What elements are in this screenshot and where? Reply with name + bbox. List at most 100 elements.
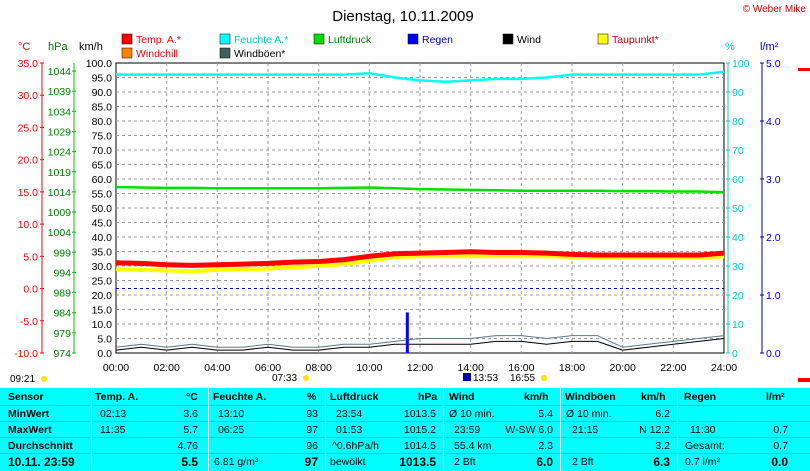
tick-label-celsius: 25.0 xyxy=(18,122,39,134)
row-max-temp-value: 5.7 xyxy=(183,424,198,436)
tick-label-kmh: 90.0 xyxy=(92,87,113,99)
row-current-press-value: 1013.5 xyxy=(399,455,436,469)
row-avg-press-value: 1014.5 xyxy=(403,440,436,452)
tick-label-hpa: 1009 xyxy=(48,207,72,219)
legend-swatch xyxy=(121,47,133,59)
tick-label-rain: 3.0 xyxy=(766,174,781,186)
tick-label-kmh: 75.0 xyxy=(92,131,113,143)
row-max-wind-value: W-SW 6.0 xyxy=(505,424,553,436)
tick-label-x: 04:00 xyxy=(204,362,230,374)
tick-label-kmh: 30.0 xyxy=(92,261,113,273)
row-min-gust-time: Ø 10 min. xyxy=(566,408,612,420)
tick-label-hpa: 974 xyxy=(53,348,71,360)
tick-label-celsius: 35.0 xyxy=(18,58,39,70)
legend-swatch xyxy=(219,33,231,45)
row-avg-rain-value: 0.7 xyxy=(773,440,788,452)
row-current-gust-bft: 2 Bft xyxy=(572,456,594,468)
tick-label-kmh: 10.0 xyxy=(92,319,113,331)
row-max-temp-time: 11:35 xyxy=(100,424,126,436)
tick-label-rain: 1.0 xyxy=(766,290,781,302)
tick-label-kmh: 55.0 xyxy=(92,189,113,201)
moon-set-time: 13:53 xyxy=(473,373,498,384)
row-avg-rain-label: Gesamt: xyxy=(685,440,725,452)
tick-label-x: 24:00 xyxy=(711,362,737,374)
tick-label-x: 14:00 xyxy=(458,362,484,374)
row-current-temp-value: 5.5 xyxy=(181,455,198,469)
header-pressure: Luftdruck xyxy=(330,391,379,403)
row-avg-temp-value: 4.76 xyxy=(177,440,198,452)
row-max-gust-time: 21:15 xyxy=(572,424,599,436)
tick-label-kmh: 15.0 xyxy=(92,305,113,317)
row-current-wind-value: 6.0 xyxy=(536,455,553,469)
edge-mark-bottom xyxy=(798,378,810,382)
tick-label-celsius: -5.0 xyxy=(20,316,38,328)
row-avg-gust-value: 3.2 xyxy=(655,440,670,452)
tick-label-x: 22:00 xyxy=(660,362,686,374)
tick-label-rain: 5.0 xyxy=(766,58,781,70)
axis-unit-kmh: km/h xyxy=(79,41,103,53)
row-avg-hum-value: 96 xyxy=(306,440,318,452)
tick-label-hpa: 1029 xyxy=(48,126,72,138)
axis-unit-celsius: °C xyxy=(18,41,30,53)
row-max-rain-time: 11:30 xyxy=(690,424,716,436)
sun-moon-markers: 09:21 07:33 13:53 16:55 xyxy=(10,68,810,385)
tick-label-kmh: 35.0 xyxy=(92,247,113,259)
legend-label: Temp. A.* xyxy=(136,34,181,46)
tick-label-kmh: 65.0 xyxy=(92,160,113,172)
tick-label-celsius: 20.0 xyxy=(18,155,39,167)
row-max-rain-value: 0.7 xyxy=(773,424,788,436)
tick-label-percent: 10 xyxy=(732,319,744,331)
tick-label-x: 06:00 xyxy=(255,362,281,374)
row-min-wind-time: Ø 10 min. xyxy=(449,408,495,420)
tick-label-percent: 100 xyxy=(732,58,750,70)
row-current-label: 10.11. 23:59 xyxy=(8,455,75,469)
rain-bar xyxy=(405,312,409,353)
header-wind-unit: km/h xyxy=(524,391,549,403)
tick-label-rain: 4.0 xyxy=(766,116,781,128)
tick-label-x: 10:00 xyxy=(356,362,382,374)
header-pressure-unit: hPa xyxy=(418,391,438,403)
row-max-press-value: 1015.2 xyxy=(403,424,436,436)
tick-label-kmh: 85.0 xyxy=(92,102,113,114)
header-temp: Temp. A. xyxy=(95,391,139,403)
row-max-gust-value: N 12.2 xyxy=(639,424,670,436)
tick-label-x: 02:00 xyxy=(154,362,180,374)
tick-label-percent: 0 xyxy=(732,348,738,360)
tick-label-kmh: 95.0 xyxy=(92,73,113,85)
row-min-hum-value: 93 xyxy=(306,408,318,420)
tick-label-hpa: 999 xyxy=(53,247,71,259)
legend-swatch xyxy=(313,33,325,45)
moon-set-icon xyxy=(463,373,471,381)
row-max-press-time: 01:53 xyxy=(336,424,363,436)
header-temp-unit: °C xyxy=(186,391,198,403)
header-gust: Windböen xyxy=(565,391,616,403)
sunrise-time: 07:33 xyxy=(272,373,297,384)
tick-label-hpa: 1019 xyxy=(48,167,72,179)
row-max-wind-time: 23:59 xyxy=(454,424,481,436)
tick-label-x: 12:00 xyxy=(407,362,433,374)
axis-unit-rain: l/m² xyxy=(760,41,779,53)
legend-swatch xyxy=(219,47,231,59)
row-current-forecast: bewölkt xyxy=(330,456,366,468)
row-min-wind-value: 5.4 xyxy=(538,408,553,420)
row-current-gust-value: 6.3 xyxy=(653,455,670,469)
tick-label-celsius: 10.0 xyxy=(18,219,39,231)
header-rain-unit: l/m² xyxy=(766,391,785,403)
axis-unit-percent: % xyxy=(725,41,735,53)
header-humidity-unit: % xyxy=(307,391,317,403)
tick-label-celsius: 5.0 xyxy=(23,251,38,263)
tick-label-x: 20:00 xyxy=(610,362,636,374)
tick-label-rain: 2.0 xyxy=(766,232,781,244)
tick-label-percent: 20 xyxy=(732,290,744,302)
sunset-icon xyxy=(541,375,547,381)
chart-legend: Temp. A.* Feuchte A.* Luftdruck Regen Wind Ta… xyxy=(121,33,659,60)
axis-unit-hpa: hPa xyxy=(48,41,68,53)
series-line-wind xyxy=(115,338,725,351)
row-max-label: MaxWert xyxy=(8,424,52,436)
tick-label-percent: 70 xyxy=(732,145,744,157)
chart-axes: 0.0 5.0 10.0 15.0 20.0 25.0 30.0 35.0 40.0 45.0 50… xyxy=(14,58,781,374)
legend-swatch xyxy=(597,33,609,45)
legend-label: Windböen* xyxy=(234,48,285,60)
row-min-temp-value: 3.6 xyxy=(183,408,198,420)
row-min-temp-time: 02:13 xyxy=(100,408,127,420)
